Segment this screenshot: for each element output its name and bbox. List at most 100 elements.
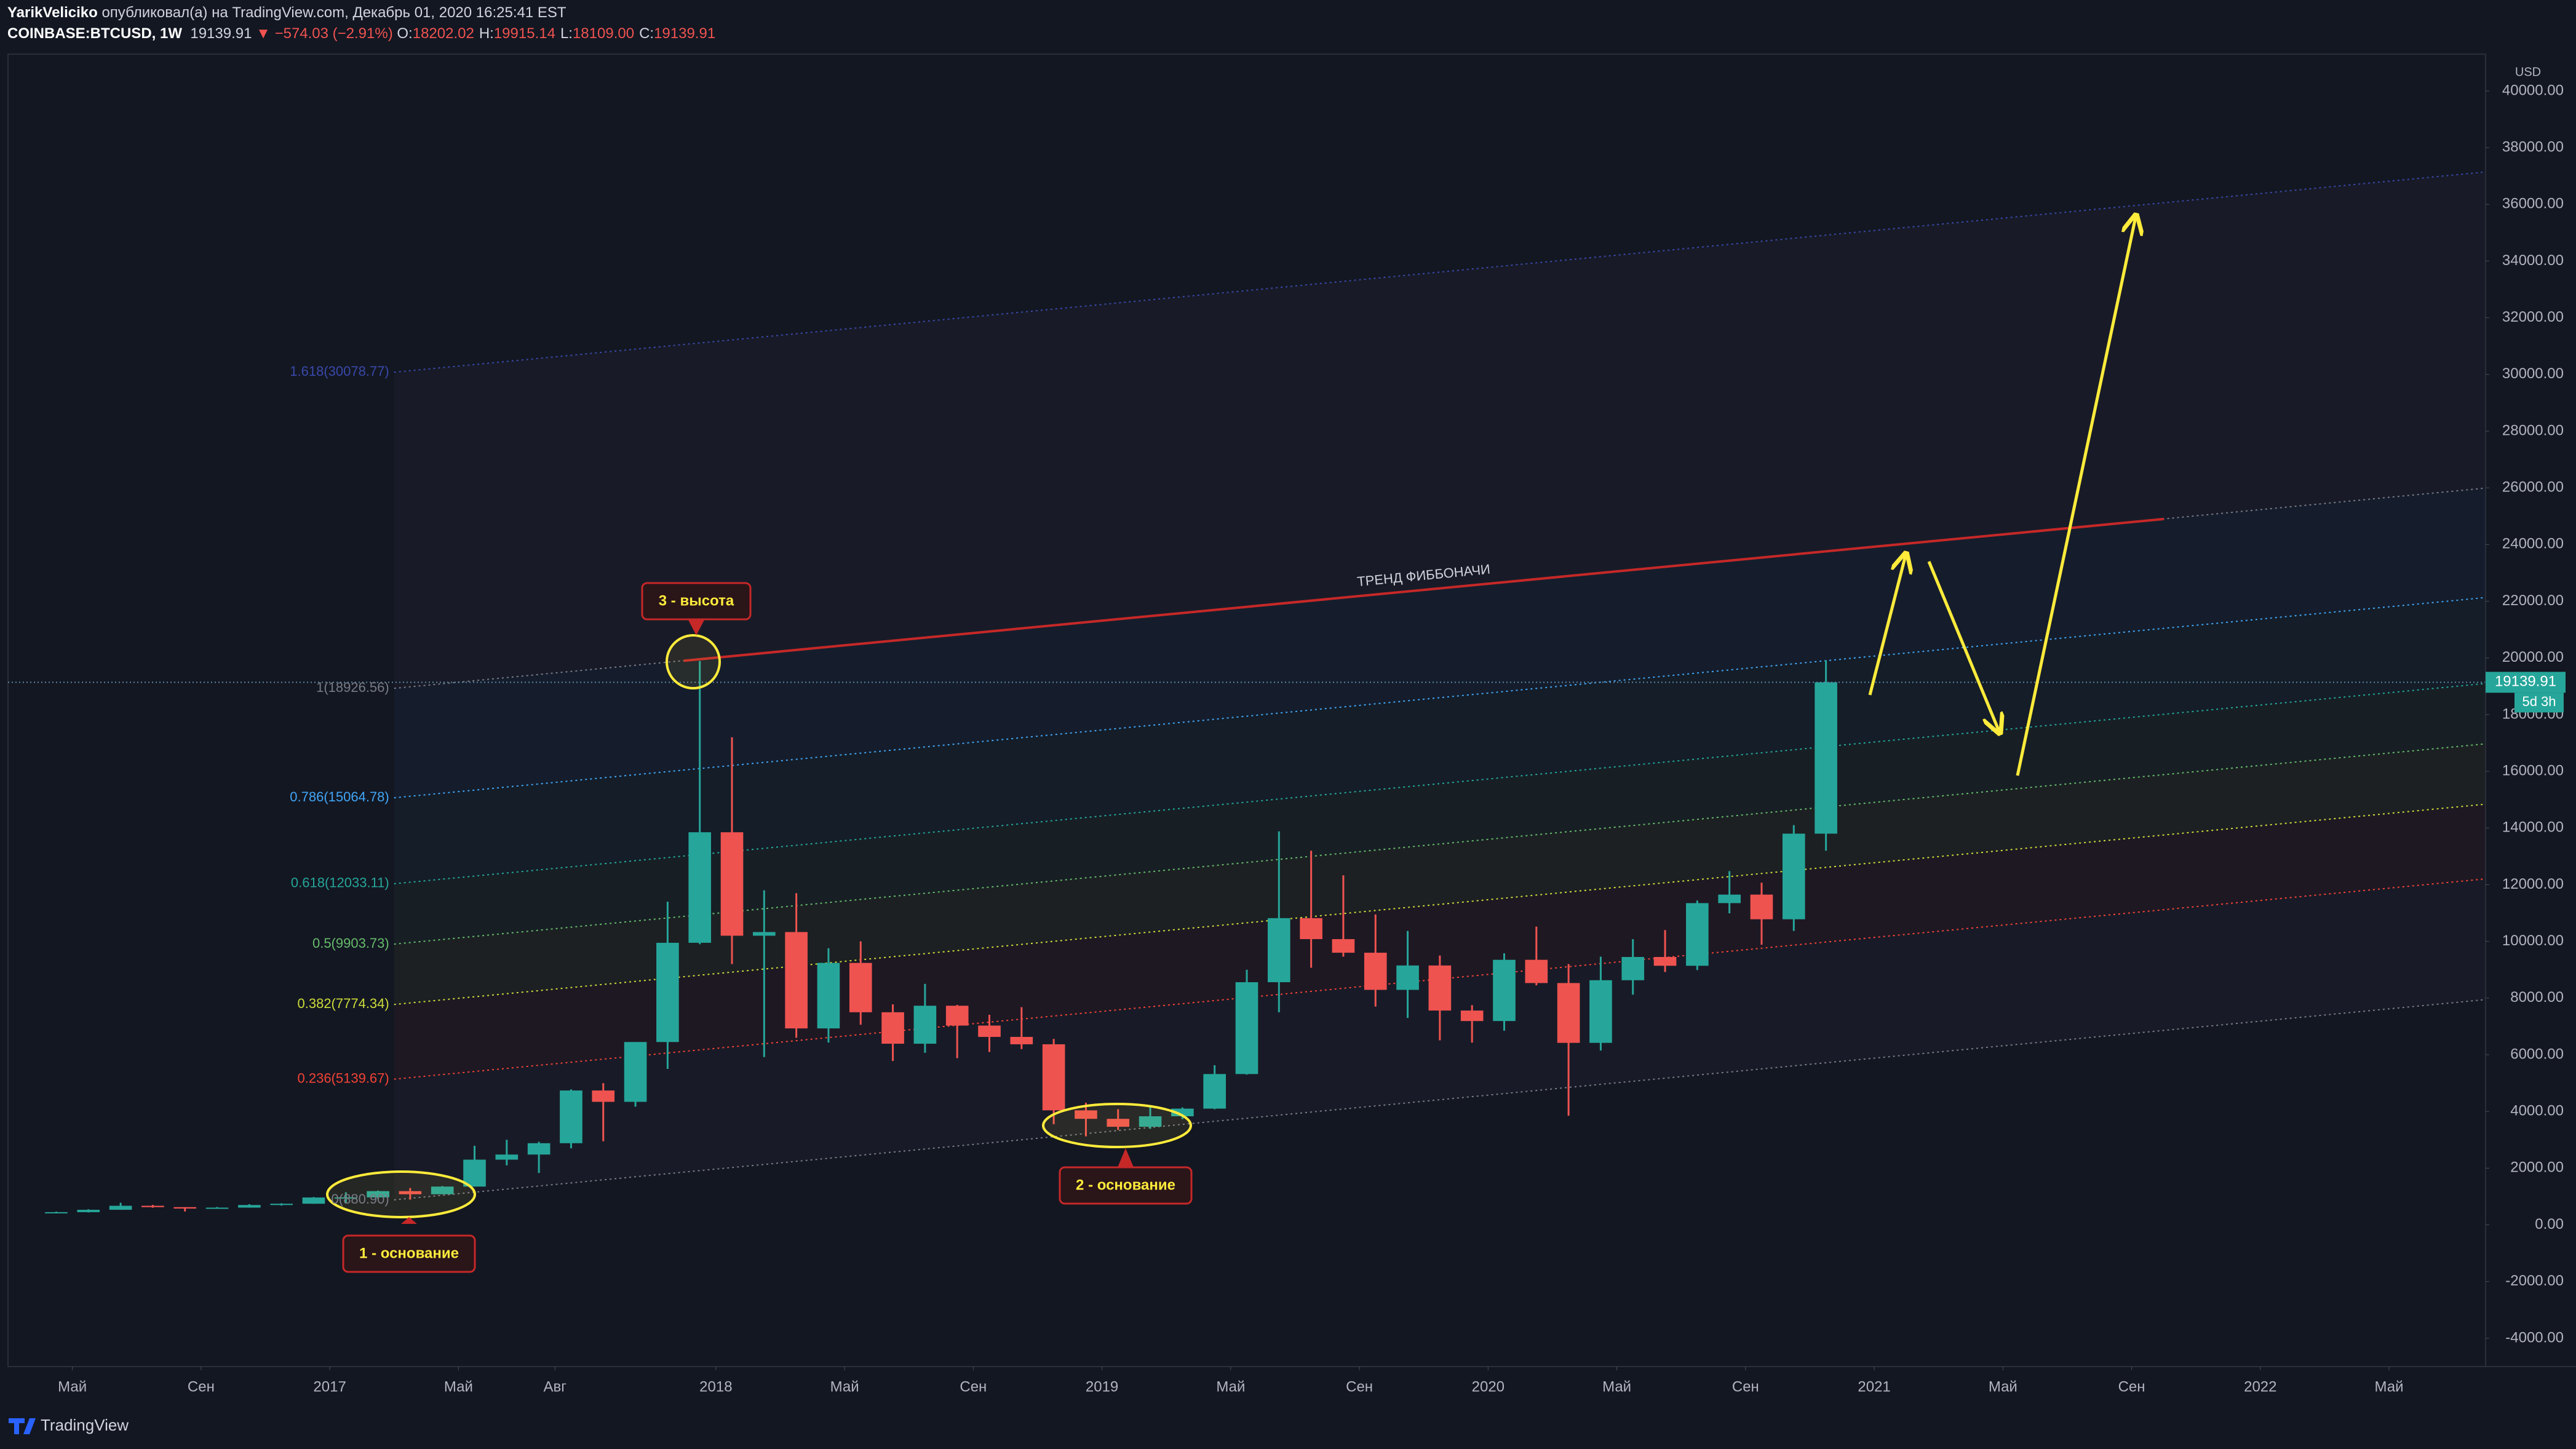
fib-level (394, 171, 2486, 373)
x-tick-label: Май (2375, 1378, 2404, 1395)
countdown-label: 5d 3h (2522, 694, 2556, 709)
x-tick-label: 2021 (1858, 1378, 1890, 1395)
candle-body (1107, 1119, 1130, 1127)
highlight-ellipse (326, 1170, 476, 1218)
ohlc-value: 18109.00 (572, 25, 635, 42)
x-tick-label: Сен (1346, 1378, 1373, 1395)
y-tick-label: 12000.00 (2502, 876, 2564, 892)
candle-body (945, 1006, 969, 1026)
candle-body (1042, 1044, 1065, 1111)
candle-body (270, 1204, 293, 1205)
fib-label: 1.618(30078.77) (290, 363, 389, 379)
y-tick-label: 28000.00 (2502, 422, 2564, 439)
fib-label: 0.5(9903.73) (312, 935, 389, 951)
y-tick-label: 32000.00 (2502, 309, 2564, 325)
fib-label: 0.786(15064.78) (290, 789, 389, 804)
candle-body (1493, 959, 1516, 1022)
brand: TradingView (41, 1416, 129, 1434)
candle-body (817, 963, 840, 1029)
candle-body (1235, 982, 1258, 1074)
fib-level (394, 878, 2486, 1080)
x-tick-label: Май (830, 1378, 859, 1395)
candle-body (785, 932, 808, 1029)
fib-band (394, 744, 2486, 1005)
x-tick-label: 2018 (699, 1378, 732, 1395)
fib-label: 0.236(5139.67) (298, 1070, 389, 1086)
x-tick-label: Май (1602, 1378, 1631, 1395)
price-tag-label: 19139.91 (2495, 673, 2556, 690)
x-tick-label: 2019 (1086, 1378, 1118, 1395)
candle-body (592, 1090, 615, 1102)
candle-body (302, 1197, 325, 1204)
x-tick-label: Сен (1732, 1378, 1759, 1395)
candle-body (527, 1143, 551, 1155)
candle-body (1557, 983, 1580, 1043)
logo (9, 1418, 36, 1434)
header: YarikVeliciko опубликовал(а) на TradingV… (7, 2, 720, 44)
y-tick-label: 24000.00 (2502, 536, 2564, 552)
candle-body (173, 1207, 197, 1209)
x-tick-label: Сен (2118, 1378, 2145, 1395)
highlight-ellipse (1042, 1103, 1192, 1148)
candle-body (560, 1090, 582, 1143)
candle-body (688, 832, 712, 943)
x-tick-label: Май (1216, 1378, 1245, 1395)
candle-body (141, 1205, 164, 1207)
callout-text: 1 - основание (359, 1245, 459, 1261)
y-tick-label: 0.00 (2535, 1216, 2564, 1233)
fib-band (394, 488, 2486, 798)
last: 19139.91 (190, 25, 252, 42)
fib-label: 0.618(12033.11) (291, 875, 389, 891)
price-tag (2486, 672, 2566, 693)
x-tick-label: Сен (960, 1378, 987, 1395)
candle-body (334, 1197, 357, 1199)
candle-body (463, 1159, 486, 1187)
y-tick-label: 2000.00 (2510, 1159, 2564, 1176)
y-tick-label: -2000.00 (2505, 1272, 2564, 1289)
callout: 2 - основание (1059, 1148, 1193, 1205)
candle-body (1428, 965, 1452, 1011)
forecast-arrows (1868, 217, 2136, 776)
x-tick-label: 2020 (1472, 1378, 1505, 1395)
symbol: COINBASE:BTCUSD, 1W (7, 25, 183, 42)
candle-body (399, 1191, 422, 1194)
candle-body (1268, 918, 1290, 983)
y-tick-label: 30000.00 (2502, 365, 2564, 382)
candle-body (1364, 953, 1387, 990)
x-tick-label: 2017 (313, 1378, 346, 1395)
candle-body (1815, 682, 1837, 834)
y-tick-label: 6000.00 (2510, 1046, 2564, 1062)
candle-body (849, 963, 872, 1012)
ohlc-value: 18202.02 (412, 25, 474, 42)
annotations: 1 - основание 2 - основание 3 - высота (326, 217, 2136, 1273)
ohlc-key: O: (397, 25, 413, 42)
candle-body (881, 1012, 904, 1044)
callout-text: 3 - высота (659, 592, 734, 609)
y-tick-label: 8000.00 (2510, 989, 2564, 1006)
y-tick-label: 22000.00 (2502, 592, 2564, 609)
fib-label: 0.382(7774.34) (298, 996, 389, 1011)
y-tick-label: 4000.00 (2510, 1103, 2564, 1119)
change: ▼ −574.03 (−2.91%) (256, 25, 393, 42)
candle-body (1203, 1074, 1226, 1109)
currency-label: USD (2515, 65, 2541, 79)
x-tick-label: Май (58, 1378, 87, 1395)
x-tick-label: Сен (188, 1378, 215, 1395)
candle-body (45, 1212, 68, 1213)
candle-body (1396, 965, 1419, 990)
candle-body (753, 932, 776, 936)
callout: 3 - высота (641, 582, 752, 635)
x-tick-label: 2022 (2244, 1378, 2276, 1395)
y-tick-label: 38000.00 (2502, 138, 2564, 155)
arrow (1927, 561, 1999, 731)
candle-body (1075, 1110, 1097, 1119)
candle-body (1782, 833, 1805, 919)
y-tick-label: -4000.00 (2505, 1329, 2564, 1346)
y-tick-label: 14000.00 (2502, 819, 2564, 836)
candle-body (624, 1042, 647, 1102)
published: опубликовал(а) на TradingView.com, Декаб… (101, 4, 566, 21)
y-tick-label: 34000.00 (2502, 252, 2564, 269)
candle-body (656, 942, 679, 1042)
publish-line: YarikVeliciko опубликовал(а) на TradingV… (7, 2, 720, 23)
